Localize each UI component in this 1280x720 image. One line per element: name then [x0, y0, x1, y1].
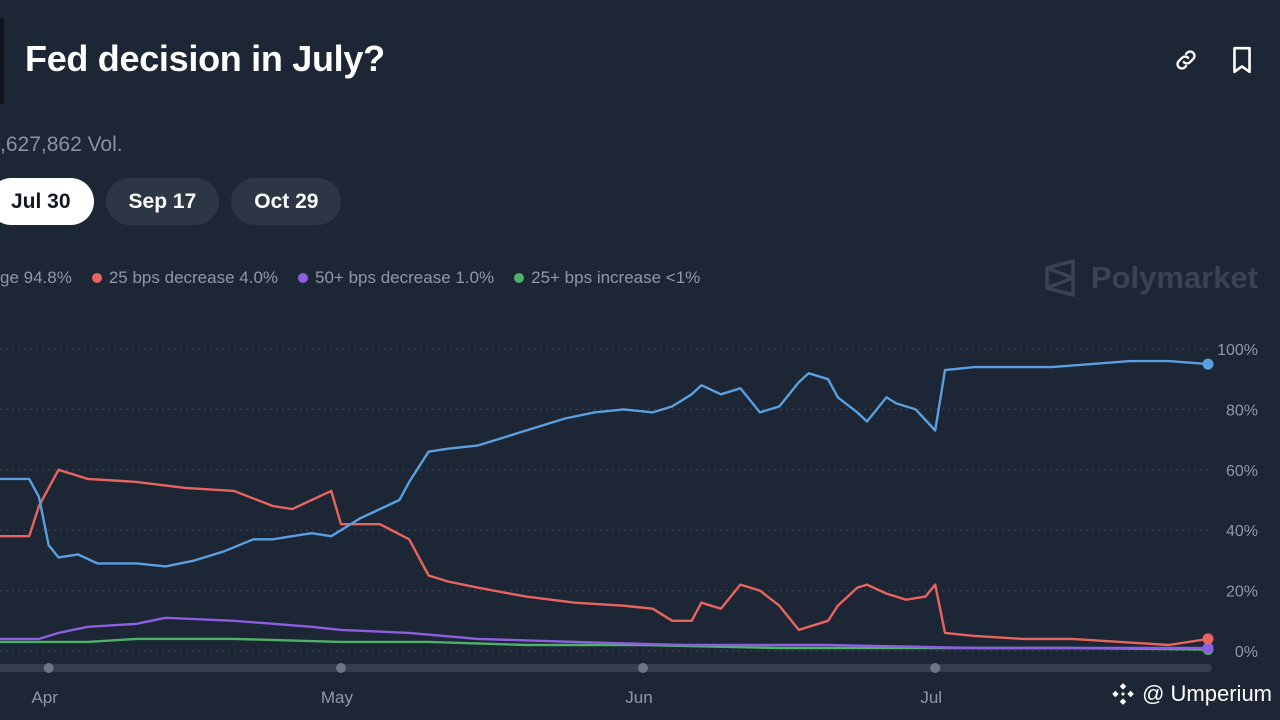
series-25-bps-decrease-line	[0, 468, 1209, 647]
series-no-change-line	[0, 359, 1209, 568]
tab-jul-30[interactable]: Jul 30	[0, 178, 94, 225]
series-50-bps-decrease-line	[0, 616, 1208, 650]
credit-text: @ Umperium	[1142, 681, 1272, 706]
x-tick-label: Apr	[31, 688, 58, 707]
legend-label: ge 94.8%	[0, 268, 72, 287]
y-tick-label: 80%	[1226, 402, 1258, 419]
timeline-marker	[637, 663, 648, 673]
polymarket-logo-icon	[1045, 259, 1075, 297]
series-no-change-endpoint	[1202, 358, 1214, 370]
polymarket-watermark: Polymarket	[1043, 259, 1258, 297]
y-tick-label: 100%	[1217, 342, 1258, 359]
timeline-marker	[335, 663, 346, 673]
y-tick-label: 60%	[1226, 463, 1258, 480]
watermark-text: Polymarket	[1090, 260, 1258, 295]
tab-oct-29[interactable]: Oct 29	[231, 178, 342, 225]
x-tick-label: Jul	[920, 688, 942, 707]
x-tick-label: May	[321, 688, 354, 707]
header-actions	[1172, 44, 1256, 76]
series-50-bps-decrease-endpoint	[1202, 642, 1214, 654]
legend-dot	[91, 273, 102, 283]
x-tick-label: Jun	[625, 688, 652, 707]
legend-item-50-decrease[interactable]: 50+ bps decrease 1.0%	[298, 268, 494, 288]
chart-legend: ge 94.8% 25 bps decrease 4.0% 50+ bps de…	[0, 268, 700, 288]
legend-item-25-increase[interactable]: 25+ bps increase <1%	[514, 268, 700, 288]
timeline-marker	[930, 663, 941, 673]
date-tabs: Jul 30 Sep 17 Oct 29	[0, 178, 342, 225]
page-title: Fed decision in July?	[25, 38, 385, 79]
legend-label: 50+ bps decrease 1.0%	[315, 268, 495, 287]
link-icon[interactable]	[1172, 44, 1200, 76]
legend-dot	[298, 273, 309, 283]
legend-item-no-change[interactable]: ge 94.8%	[0, 268, 72, 288]
y-tick-label: 40%	[1226, 523, 1258, 540]
y-tick-label: 20%	[1226, 584, 1258, 601]
legend-label: 25 bps decrease 4.0%	[108, 268, 279, 287]
binance-logo-icon	[1112, 683, 1134, 705]
bookmark-icon[interactable]	[1228, 44, 1256, 76]
timeline-marker	[43, 663, 54, 673]
legend-dot	[514, 273, 525, 283]
y-tick-label: 0%	[1235, 644, 1258, 661]
credit: @ Umperium	[1110, 681, 1272, 707]
series-25-bps-decrease-endpoint	[1202, 633, 1214, 645]
tab-sep-17[interactable]: Sep 17	[105, 178, 220, 225]
volume-text: ,627,862 Vol.	[0, 133, 123, 156]
market-thumbnail	[0, 18, 4, 104]
legend-item-25-decrease[interactable]: 25 bps decrease 4.0%	[91, 268, 279, 288]
legend-label: 25+ bps increase <1%	[531, 268, 701, 287]
